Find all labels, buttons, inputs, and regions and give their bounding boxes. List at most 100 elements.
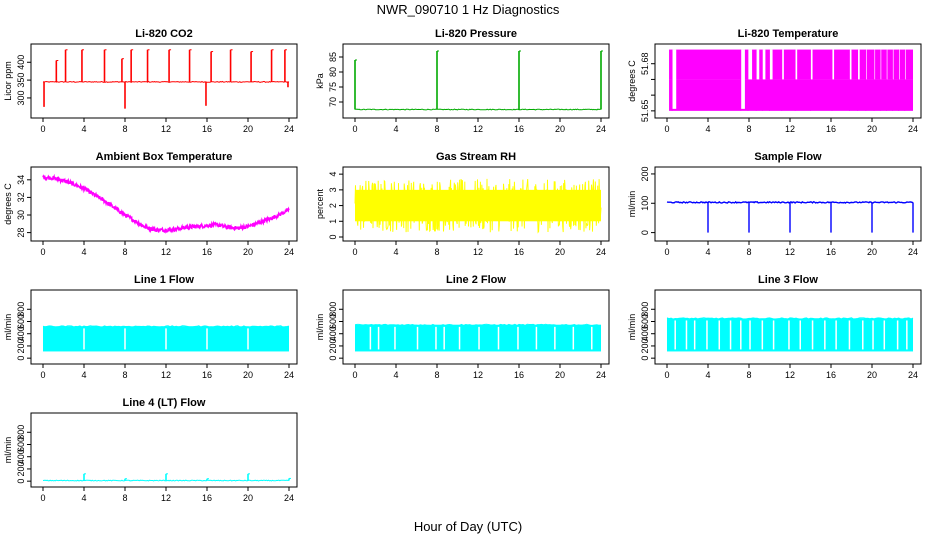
- x-tick-label: 24: [596, 370, 606, 380]
- y-tick-label: 200: [640, 338, 650, 353]
- band-gap: [904, 49, 906, 80]
- panel-title: Sample Flow: [754, 151, 822, 163]
- y-tick-label: 600: [16, 437, 26, 452]
- panel-ambient-box-temperature: Ambient Box Temperature 0 4 8 12 16 20 24 28 30 32…: [3, 151, 298, 257]
- x-tick-label: 0: [40, 370, 45, 380]
- panel-title: Ambient Box Temperature: [96, 151, 233, 163]
- band-upper: [669, 49, 913, 80]
- y-tick-label: 800: [16, 425, 26, 440]
- y-axis-label: ml/min: [627, 191, 637, 218]
- x-tick-label: 0: [352, 247, 357, 257]
- band-top: [42, 325, 290, 328]
- series-line-2-flow: [354, 323, 602, 352]
- panel-title: Line 1 Flow: [134, 274, 194, 286]
- band-gap: [769, 49, 773, 80]
- panel-line-3-flow: Line 3 Flow 0 4 8 12 16 20 24 0 200400600800ml/mi…: [627, 274, 922, 380]
- x-tick-label: 12: [161, 370, 171, 380]
- panel-title: Li-820 Temperature: [738, 28, 839, 40]
- series-line-1-flow: [42, 325, 290, 352]
- x-tick-label: 20: [867, 370, 877, 380]
- x-tick-label: 8: [122, 247, 127, 257]
- y-tick-label: 80: [328, 67, 338, 77]
- x-tick-label: 20: [243, 493, 253, 503]
- x-tick-label: 20: [555, 370, 565, 380]
- band-gap: [892, 49, 894, 80]
- y-tick-label: 2: [328, 203, 338, 208]
- x-tick-label: 8: [434, 247, 439, 257]
- plot-frame: [30, 43, 298, 119]
- series-line: [354, 108, 602, 111]
- x-tick-label: 4: [81, 370, 86, 380]
- x-tick-label: 16: [202, 124, 212, 134]
- band-fill: [667, 318, 913, 352]
- series-li-820-temperature: [669, 49, 913, 111]
- y-tick-label: 0: [640, 356, 650, 361]
- panel-line-1-flow: Line 1 Flow 0 4 8 12 16 20 24 0 200400600800ml/mi…: [3, 274, 298, 380]
- series-line: [42, 173, 290, 234]
- x-tick-label: 8: [122, 124, 127, 134]
- y-tick-label: 32: [16, 192, 26, 202]
- x-tick-label: 20: [243, 247, 253, 257]
- x-tick-label: 0: [40, 124, 45, 134]
- band-gap: [762, 49, 766, 80]
- x-tick-label: 8: [122, 493, 127, 503]
- series-line: [354, 178, 602, 234]
- panel-title: Li-820 Pressure: [435, 28, 517, 40]
- plot-frame: [30, 289, 298, 365]
- x-tick-label: 0: [664, 247, 669, 257]
- band-gap: [874, 49, 876, 80]
- y-tick-label: 800: [640, 302, 650, 317]
- y-tick-label: 100: [640, 196, 650, 211]
- x-tick-label: 8: [122, 370, 127, 380]
- series-line-4-lt-flow: [42, 473, 291, 482]
- x-tick-label: 8: [434, 370, 439, 380]
- x-tick-label: 8: [746, 124, 751, 134]
- y-tick-label: 400: [16, 55, 26, 70]
- x-tick-label: 8: [746, 247, 751, 257]
- x-tick-label: 12: [785, 124, 795, 134]
- panel-title: Line 4 (LT) Flow: [123, 397, 206, 409]
- x-tick-label: 4: [705, 370, 710, 380]
- y-tick-label: 600: [16, 314, 26, 329]
- y-tick-label: 75: [328, 82, 338, 92]
- x-tick-label: 24: [284, 247, 294, 257]
- y-tick-label: 51.68: [640, 52, 650, 75]
- band-top: [354, 323, 602, 327]
- y-tick-label: 300: [16, 90, 26, 105]
- y-tick-label: 400: [328, 326, 338, 341]
- band-gap: [832, 49, 835, 80]
- figure-title: NWR_090710 1 Hz Diagnostics: [377, 2, 560, 17]
- y-tick-label: 400: [16, 326, 26, 341]
- x-tick-label: 20: [555, 247, 565, 257]
- y-tick-label: 4: [328, 172, 338, 177]
- series-ambient-box-temperature: [42, 173, 290, 234]
- y-tick-label: 85: [328, 52, 338, 62]
- y-tick-label: 0: [328, 356, 338, 361]
- x-tick-label: 16: [826, 124, 836, 134]
- series-li-820-co2: [42, 49, 290, 109]
- band-gap: [810, 49, 813, 80]
- x-tick-label: 16: [202, 493, 212, 503]
- x-tick-label: 4: [393, 124, 398, 134]
- x-tick-label: 24: [284, 493, 294, 503]
- x-tick-label: 4: [393, 247, 398, 257]
- y-tick-label: 70: [328, 97, 338, 107]
- x-tick-label: 16: [514, 247, 524, 257]
- x-tick-label: 0: [40, 247, 45, 257]
- x-tick-label: 20: [867, 124, 877, 134]
- x-tick-label: 8: [746, 370, 751, 380]
- y-axis-label: ml/min: [315, 314, 325, 341]
- band-gap: [740, 49, 745, 109]
- y-tick-label: 0: [16, 356, 26, 361]
- x-tick-label: 20: [243, 370, 253, 380]
- x-tick-label: 8: [434, 124, 439, 134]
- y-tick-label: 600: [328, 314, 338, 329]
- x-tick-label: 12: [473, 124, 483, 134]
- band-lower: [669, 79, 913, 111]
- panel-title: Gas Stream RH: [436, 151, 516, 163]
- x-tick-label: 16: [826, 370, 836, 380]
- band-gap: [898, 49, 900, 80]
- x-tick-label: 4: [81, 124, 86, 134]
- x-tick-label: 12: [785, 370, 795, 380]
